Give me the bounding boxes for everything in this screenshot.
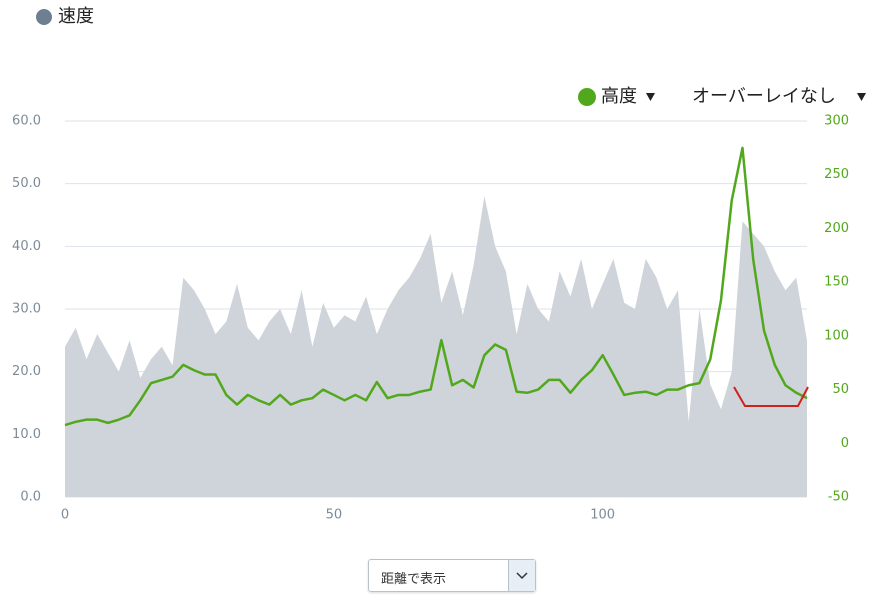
y-tick-label: 30.0 [12,302,41,317]
y-tick-label: 20.0 [12,364,41,379]
y2-tick-label: 50 [832,382,849,397]
dropdown-arrow[interactable] [857,93,866,101]
elev-legend-dot[interactable] [578,88,596,106]
y2-tick-label: 0 [841,436,849,451]
x-tick-label: 100 [590,508,615,523]
y-tick-label: 40.0 [12,239,41,254]
x-tick-label: 0 [61,508,69,523]
annotation [733,386,809,407]
overlay-select[interactable]: オーバーレイなし [692,86,836,107]
select-button[interactable] [508,560,535,591]
y2-tick-label: 250 [824,167,849,182]
x-mode-label: 距離で表示 [381,572,447,587]
y-tick-label: 50.0 [12,176,41,191]
y2-tick-label: 150 [824,275,849,290]
elevation-line [64,146,808,427]
speed-legend[interactable]: 速度 [58,6,94,27]
y2-tick-label: 300 [824,114,849,129]
dropdown-arrow[interactable] [646,93,655,101]
y2-tick-label: 200 [824,221,849,236]
y-tick-label: 0.0 [20,490,41,505]
y2-tick-label: 100 [824,328,849,343]
x-mode-select[interactable]: 距離で表示 [368,559,536,592]
chevron [516,572,528,580]
y-tick-label: 60.0 [12,114,41,129]
x-tick-label: 50 [326,508,343,523]
y-tick-label: 10.0 [12,427,41,442]
speed-legend-dot[interactable] [36,9,52,25]
speed-area [65,196,807,497]
y2-tick-label: -50 [828,490,849,505]
elev-legend[interactable]: 高度 [601,86,637,107]
